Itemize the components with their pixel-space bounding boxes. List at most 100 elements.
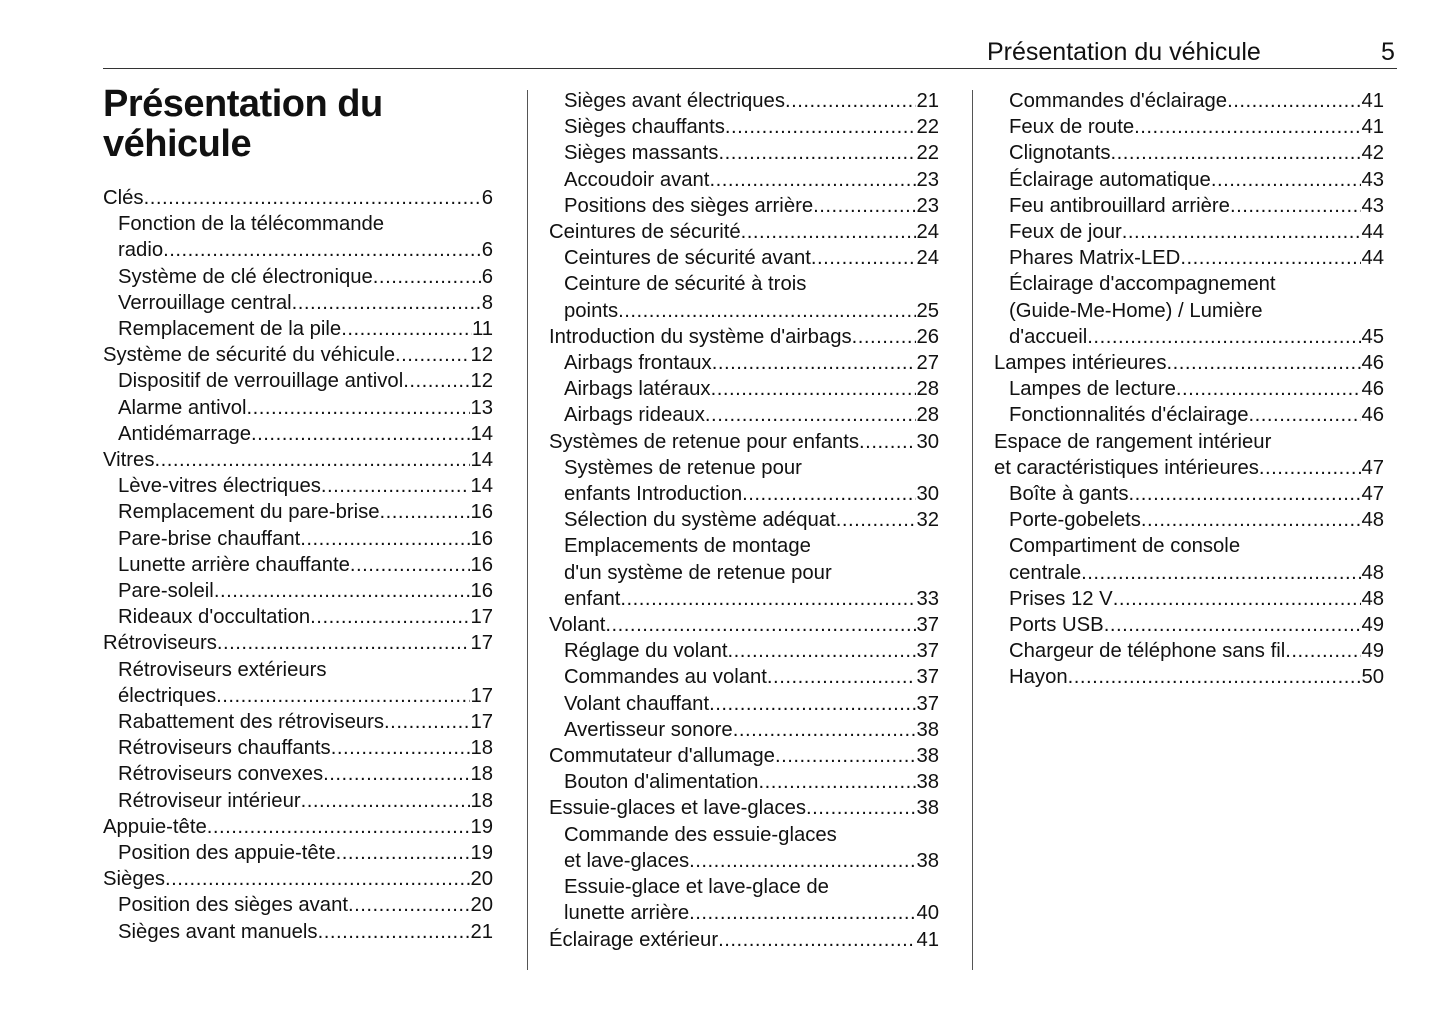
entry-text: Accoudoir avant bbox=[564, 168, 710, 191]
entry-page: 18 bbox=[470, 763, 493, 786]
toc-entry: Position des sièges avant 20 bbox=[103, 892, 493, 918]
toc-line: Ceintures de sécurité 24 bbox=[549, 219, 939, 245]
entry-page: 12 bbox=[470, 370, 493, 393]
leader-dots bbox=[1249, 402, 1362, 428]
entry-page: 23 bbox=[916, 194, 939, 217]
leader-dots bbox=[1141, 507, 1362, 533]
toc-line: et lave-glaces 38 bbox=[564, 848, 939, 874]
leader-dots bbox=[811, 245, 917, 271]
leader-dots bbox=[1104, 612, 1362, 638]
toc-line: enfants Introduction 30 bbox=[564, 481, 939, 507]
leader-dots bbox=[758, 769, 916, 795]
leader-dots bbox=[154, 447, 470, 473]
entry-text: Ceintures de sécurité avant bbox=[564, 247, 811, 270]
leader-dots bbox=[216, 683, 470, 709]
toc-entry: Introduction du système d'airbags 26 bbox=[549, 324, 939, 350]
entry-text: centrale bbox=[1009, 561, 1082, 584]
entry-text: Emplacements de montage bbox=[564, 535, 811, 558]
entry-page: 19 bbox=[470, 842, 493, 865]
toc-column: Commandes d'éclairage41Feux de route41Cl… bbox=[994, 88, 1384, 691]
entry-text: Fonction de la télécommande bbox=[118, 213, 385, 236]
toc-line: Clignotants 42 bbox=[1009, 140, 1384, 166]
entry-page: 37 bbox=[916, 614, 939, 637]
entry-text: et caractéristiques intérieures bbox=[994, 456, 1259, 479]
entry-text: Rétroviseurs bbox=[103, 632, 217, 655]
leader-dots bbox=[323, 761, 470, 787]
toc-entry: Espace de rangement intérieur et caractér… bbox=[994, 429, 1384, 481]
toc-entry: Bouton d'alimentation 38 bbox=[549, 769, 939, 795]
leader-dots bbox=[741, 219, 917, 245]
toc-entry: Rétroviseur intérieur 18 bbox=[103, 788, 493, 814]
toc-entry: Airbags latéraux 28 bbox=[549, 376, 939, 402]
toc-entry: Ceinture de sécurité à trois points 25 bbox=[549, 271, 939, 323]
entry-page: 49 bbox=[1361, 640, 1384, 663]
column-separator bbox=[972, 90, 973, 970]
leader-dots bbox=[618, 298, 916, 324]
toc-line: Rétroviseur intérieur 18 bbox=[118, 788, 493, 814]
entry-page: 42 bbox=[1361, 142, 1384, 165]
entry-page: 16 bbox=[470, 501, 493, 524]
entry-page: 47 bbox=[1361, 456, 1384, 479]
toc-entry: Sièges avant électriques 21 bbox=[549, 88, 939, 114]
toc-line: enfant 33 bbox=[564, 586, 939, 612]
leader-dots bbox=[214, 578, 471, 604]
toc-line: Remplacement du pare-brise 16 bbox=[118, 499, 493, 525]
entry-page: 17 bbox=[470, 606, 493, 629]
entry-text: Verrouillage central bbox=[118, 291, 292, 314]
toc-line: Rétroviseurs chauffants 18 bbox=[118, 735, 493, 761]
toc-line: Volant chauffant 37 bbox=[564, 691, 939, 717]
leader-dots bbox=[217, 630, 471, 656]
toc-line: Éclairage d'accompagnement bbox=[1009, 271, 1384, 297]
entry-text: enfants Introduction bbox=[564, 483, 743, 506]
toc-entry: Lunette arrière chauffante 16 bbox=[103, 552, 493, 578]
entry-text: Lunette arrière chauffante bbox=[118, 553, 350, 576]
entry-page: 43 bbox=[1361, 194, 1384, 217]
entry-text: Ceintures de sécurité bbox=[549, 221, 741, 244]
entry-text: Éclairage extérieur bbox=[549, 928, 719, 951]
entry-text: Réglage du volant bbox=[564, 640, 728, 663]
entry-page: 14 bbox=[470, 449, 493, 472]
entry-text: Volant chauffant bbox=[564, 692, 710, 715]
entry-page: 24 bbox=[916, 247, 939, 270]
leader-dots bbox=[380, 499, 471, 525]
entry-text: Lampes intérieures bbox=[994, 352, 1167, 375]
toc-line: Phares Matrix-LED 44 bbox=[1009, 245, 1384, 271]
toc-entry: Emplacements de montage d'un système de r… bbox=[549, 533, 939, 612]
entry-text: Hayon bbox=[1009, 666, 1068, 689]
entry-page: 40 bbox=[916, 902, 939, 925]
toc-line: Porte-gobelets 48 bbox=[1009, 507, 1384, 533]
entry-page: 37 bbox=[916, 640, 939, 663]
toc-line: Rabattement des rétroviseurs 17 bbox=[118, 709, 493, 735]
title-line: Présentation du bbox=[103, 83, 383, 125]
toc-entry: Feux de jour 44 bbox=[994, 219, 1384, 245]
toc-entry: Sièges 20 bbox=[103, 866, 493, 892]
page-number: 5 bbox=[1381, 38, 1395, 66]
leader-dots bbox=[341, 316, 472, 342]
entry-text: Rétroviseurs convexes bbox=[118, 763, 324, 786]
entry-text: Compartiment de console bbox=[1009, 535, 1241, 558]
toc-line: Feux de route 41 bbox=[1009, 114, 1384, 140]
toc-column: Sièges avant électriques21Sièges chauffa… bbox=[549, 88, 939, 953]
entry-text: Feux de jour bbox=[1009, 221, 1122, 244]
toc-line: Clés 6 bbox=[103, 185, 493, 211]
entry-page: 41 bbox=[1361, 116, 1384, 139]
entry-text: Chargeur de téléphone sans fil bbox=[1009, 640, 1286, 663]
entry-page: 46 bbox=[1361, 378, 1384, 401]
entry-text: Antidémarrage bbox=[118, 422, 252, 445]
leader-dots bbox=[1259, 455, 1362, 481]
toc-entry: Volant 37 bbox=[549, 612, 939, 638]
toc-entry: Position des appuie-tête 19 bbox=[103, 840, 493, 866]
leader-dots bbox=[292, 290, 482, 316]
entry-text: Remplacement du pare-brise bbox=[118, 501, 380, 524]
leader-dots bbox=[350, 552, 471, 578]
toc-line: Lunette arrière chauffante 16 bbox=[118, 552, 493, 578]
entry-page: 50 bbox=[1361, 666, 1384, 689]
toc-entry: Positions des sièges arrière 23 bbox=[549, 193, 939, 219]
entry-page: 14 bbox=[470, 475, 493, 498]
leader-dots bbox=[742, 481, 916, 507]
entry-text: Systèmes de retenue pour enfants bbox=[549, 430, 860, 453]
entry-page: 27 bbox=[916, 352, 939, 375]
toc-line: Introduction du système d'airbags 26 bbox=[549, 324, 939, 350]
toc-line: Commandes au volant 37 bbox=[564, 664, 939, 690]
entry-text: Position des appuie-tête bbox=[118, 842, 336, 865]
